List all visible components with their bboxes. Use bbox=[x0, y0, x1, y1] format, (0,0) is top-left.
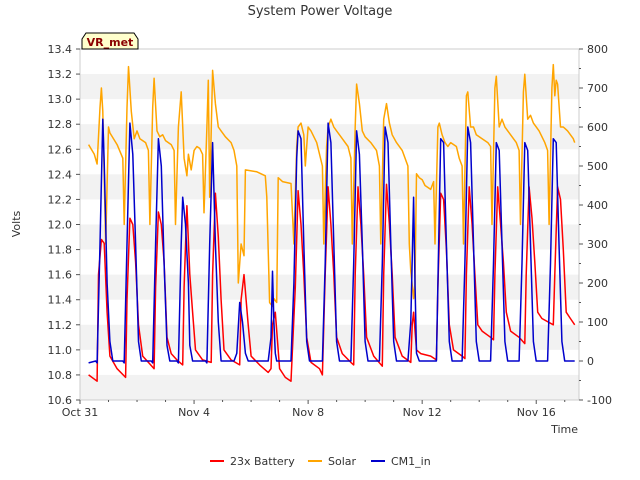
x-tick-label: Nov 8 bbox=[292, 406, 324, 419]
right-tick-label: 0 bbox=[587, 355, 594, 368]
left-tick-label: 11.6 bbox=[48, 269, 73, 282]
x-tick-label: Nov 16 bbox=[517, 406, 556, 419]
station-badge: VR_met bbox=[81, 32, 139, 50]
left-tick-label: 12.4 bbox=[48, 168, 73, 181]
legend: 23x Battery Solar CM1_in bbox=[210, 455, 431, 468]
x-axis-label: Time bbox=[550, 423, 578, 436]
x-axis-ticks: Oct 31 Nov 4 Nov 8 Nov 12 Nov 16 bbox=[62, 400, 566, 419]
left-tick-label: 11.0 bbox=[48, 344, 73, 357]
left-tick-label: 11.2 bbox=[48, 319, 73, 332]
series-line-solar bbox=[87, 63, 576, 308]
y-axis-label: Volts bbox=[10, 210, 23, 237]
left-tick-label: 10.6 bbox=[48, 394, 73, 407]
left-tick-label: 12.8 bbox=[48, 118, 73, 131]
right-tick-label: 300 bbox=[587, 238, 608, 251]
right-tick-label: 600 bbox=[587, 121, 608, 134]
right-tick-label: 200 bbox=[587, 277, 608, 290]
left-tick-label: 11.4 bbox=[48, 294, 73, 307]
legend-label: CM1_in bbox=[391, 455, 431, 468]
legend-label: Solar bbox=[328, 455, 357, 468]
right-tick-label: 700 bbox=[587, 82, 608, 95]
legend-label: 23x Battery bbox=[230, 455, 295, 468]
left-tick-label: 13.0 bbox=[48, 93, 73, 106]
left-tick-label: 12.6 bbox=[48, 143, 73, 156]
left-tick-label: 11.8 bbox=[48, 244, 73, 257]
right-axis-ticks: -100 0 100 200 300 400 500 600 700 800 bbox=[579, 43, 612, 407]
left-tick-label: 12.2 bbox=[48, 193, 73, 206]
left-tick-label: 10.8 bbox=[48, 369, 73, 382]
x-tick-label: Nov 4 bbox=[178, 406, 210, 419]
right-tick-label: 400 bbox=[587, 199, 608, 212]
right-tick-label: -100 bbox=[587, 394, 612, 407]
badge-shape bbox=[81, 32, 139, 50]
chart-title: System Power Voltage bbox=[248, 4, 393, 19]
left-tick-label: 13.4 bbox=[48, 43, 73, 56]
right-tick-label: 500 bbox=[587, 160, 608, 173]
x-tick-label: Oct 31 bbox=[62, 406, 99, 419]
left-tick-label: 13.2 bbox=[48, 68, 73, 81]
plot-band bbox=[80, 374, 579, 400]
right-tick-label: 800 bbox=[587, 43, 608, 56]
right-tick-label: 100 bbox=[587, 316, 608, 329]
left-tick-label: 12.0 bbox=[48, 219, 73, 232]
left-axis-ticks: 10.6 10.8 11.0 11.2 11.4 11.6 11.8 12.0 12.2 12.4… bbox=[48, 43, 80, 407]
plot-band bbox=[80, 274, 579, 300]
badge-text: VR_met bbox=[87, 36, 134, 49]
series-lines bbox=[87, 63, 576, 382]
x-tick-label: Nov 12 bbox=[403, 406, 442, 419]
plot-band bbox=[80, 324, 579, 350]
series-line-cm1-in bbox=[88, 118, 575, 364]
